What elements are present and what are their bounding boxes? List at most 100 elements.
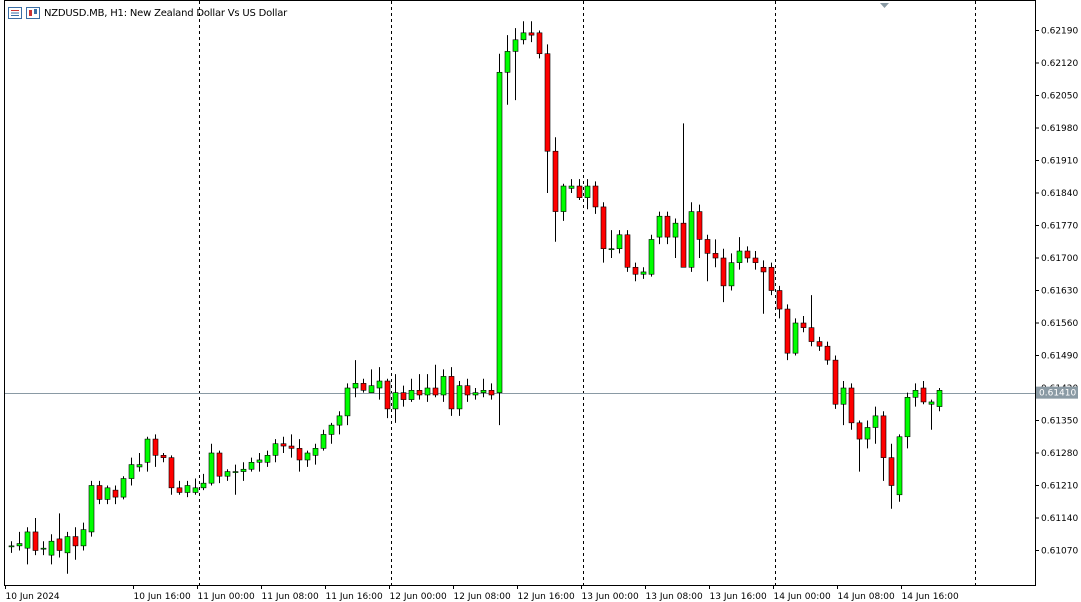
candle bbox=[624, 230, 631, 272]
candle bbox=[728, 253, 735, 291]
candle bbox=[768, 262, 775, 296]
time-tick-label: 10 Jun 2024 bbox=[6, 592, 60, 602]
price-tick-label: 0.61980 bbox=[1041, 124, 1078, 134]
candle bbox=[72, 527, 79, 560]
candle-body-bear bbox=[152, 438, 159, 456]
candle bbox=[584, 179, 591, 210]
candle bbox=[144, 436, 151, 472]
candle bbox=[552, 137, 559, 242]
candle bbox=[16, 531, 23, 551]
candle-body-bull bbox=[256, 459, 263, 463]
chart-shift-marker-icon[interactable] bbox=[880, 3, 889, 8]
price-tick-label: 0.61910 bbox=[1041, 157, 1078, 167]
candle-body-bear bbox=[384, 380, 391, 410]
time-axis: 10 Jun 2024 10 Jun 16:00 11 Jun 00:00 11 Ju… bbox=[5, 585, 959, 602]
candle bbox=[112, 485, 119, 505]
candle bbox=[120, 476, 127, 500]
candle bbox=[696, 204, 703, 258]
candle bbox=[168, 455, 175, 495]
candle bbox=[608, 230, 615, 258]
candle bbox=[408, 378, 415, 402]
chart-title: NZDUSD.MB, H1: New Zealand Dollar Vs US … bbox=[44, 7, 288, 19]
chart-type-icon[interactable] bbox=[26, 7, 40, 19]
time-tick-label: 11 Jun 00:00 bbox=[198, 592, 255, 602]
candle bbox=[392, 374, 399, 423]
candle bbox=[472, 388, 479, 400]
candle-body-bear bbox=[888, 457, 895, 486]
candle-body-bull bbox=[240, 468, 247, 472]
price-tick-label: 0.61140 bbox=[1041, 514, 1078, 524]
candle bbox=[760, 260, 767, 314]
symbol-label: NZDUSD.MB bbox=[44, 7, 105, 19]
price-tick-label: 0.61210 bbox=[1041, 482, 1078, 492]
candle bbox=[192, 478, 199, 495]
candle bbox=[712, 239, 719, 268]
price-tick-label: 0.61490 bbox=[1041, 352, 1078, 362]
candle bbox=[496, 53, 503, 426]
candle bbox=[856, 420, 863, 472]
candle bbox=[504, 35, 511, 105]
price-tick-label: 0.62050 bbox=[1041, 92, 1078, 102]
price-tick-label: 0.61770 bbox=[1041, 222, 1078, 232]
candle-body-bull bbox=[656, 215, 663, 238]
plot-area[interactable] bbox=[4, 0, 1036, 586]
price-axis: 0.62190 0.62120 0.62050 0.61980 0.61910 0.618… bbox=[1035, 27, 1078, 557]
candle bbox=[520, 21, 527, 45]
candle-body-bear bbox=[464, 385, 471, 396]
candle-body-bear bbox=[832, 359, 839, 405]
candle bbox=[256, 453, 263, 472]
candle bbox=[656, 211, 663, 245]
candle-body-bear bbox=[712, 253, 719, 259]
candle bbox=[352, 360, 359, 398]
price-tick-label: 0.61700 bbox=[1041, 254, 1078, 264]
candle-body-bull bbox=[120, 478, 127, 498]
candle bbox=[240, 462, 247, 481]
candle-body-bear bbox=[544, 53, 551, 152]
candle bbox=[312, 443, 319, 465]
candle bbox=[896, 434, 903, 502]
candle bbox=[536, 30, 543, 59]
candle bbox=[824, 341, 831, 365]
candle-body-bull bbox=[928, 401, 935, 405]
candle bbox=[104, 485, 111, 505]
price-tick-label: 0.62190 bbox=[1041, 27, 1078, 37]
time-tick-label: 12 Jun 00:00 bbox=[390, 592, 447, 602]
candle bbox=[304, 450, 311, 467]
symbol-description: New Zealand Dollar Vs US Dollar bbox=[129, 7, 288, 19]
candle-body-bear bbox=[448, 376, 455, 410]
candle bbox=[800, 316, 807, 333]
candle-body-bear bbox=[664, 215, 671, 238]
candle-body-bear bbox=[488, 390, 495, 396]
candle-body-bull bbox=[392, 392, 399, 410]
candle-body-bear bbox=[784, 308, 791, 354]
candle bbox=[928, 399, 935, 430]
candle-body-bear bbox=[624, 234, 631, 268]
candle-body-bull bbox=[480, 390, 487, 393]
candle bbox=[160, 453, 167, 463]
candle bbox=[24, 527, 31, 565]
candle bbox=[344, 383, 351, 426]
candle bbox=[320, 429, 327, 451]
chart-list-icon[interactable] bbox=[8, 7, 22, 19]
price-tick-label: 0.61630 bbox=[1041, 287, 1078, 297]
candle-body-bull bbox=[616, 234, 623, 250]
candle-body-bear bbox=[880, 415, 887, 458]
candle-body-bear bbox=[680, 222, 687, 268]
candle bbox=[448, 367, 455, 416]
candle bbox=[648, 234, 655, 277]
candle-body-bull bbox=[440, 376, 447, 396]
candle bbox=[864, 420, 871, 449]
candle bbox=[336, 411, 343, 435]
candle-body-bear bbox=[168, 457, 175, 489]
candle-body-bull bbox=[128, 464, 135, 479]
candle bbox=[296, 439, 303, 472]
candle-body-bull bbox=[88, 485, 95, 533]
candle-body-bear bbox=[32, 531, 39, 551]
candle-body-bear bbox=[432, 387, 439, 396]
candle-body-bear bbox=[72, 536, 79, 547]
candle-body-bull bbox=[904, 396, 911, 438]
candle bbox=[840, 381, 847, 426]
candle-body-bull bbox=[512, 39, 519, 52]
